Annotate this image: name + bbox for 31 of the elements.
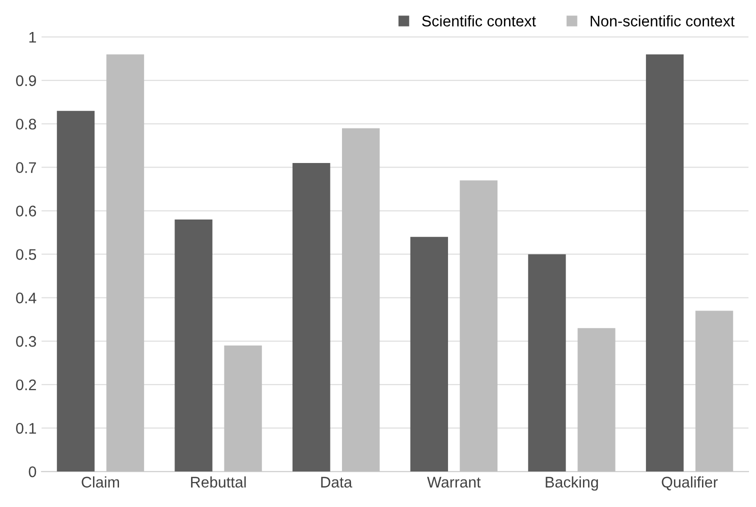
- x-tick-label: Backing: [546, 476, 598, 491]
- bar: [578, 328, 616, 472]
- bar: [342, 128, 380, 472]
- legend-label: Scientific context: [422, 15, 536, 26]
- legend-label: Non-scientific context: [590, 15, 735, 26]
- bar: [224, 345, 262, 472]
- y-tick-label: 0.2: [16, 379, 36, 390]
- bar: [106, 54, 144, 472]
- y-tick-label: 0: [28, 466, 36, 478]
- bar: [646, 54, 684, 472]
- y-tick-label: 1: [29, 32, 36, 42]
- x-tick-label: Claim: [82, 476, 119, 488]
- bar: [460, 180, 498, 472]
- bar: [528, 254, 566, 472]
- y-tick-label: 0.8: [16, 118, 36, 130]
- bar: [292, 162, 330, 472]
- bar: [410, 236, 448, 472]
- bar: [695, 310, 734, 472]
- y-tick-label: 0.7: [16, 162, 36, 173]
- y-tick-label: 0.4: [16, 292, 36, 304]
- bar: [174, 219, 212, 472]
- bar: [56, 110, 95, 472]
- y-tick-label: 0.5: [16, 249, 36, 260]
- y-tick-label: 0.9: [16, 75, 36, 86]
- y-tick-label: 0.1: [16, 422, 36, 434]
- x-tick-label: Rebuttal: [191, 476, 246, 488]
- y-tick-label: 0.6: [16, 206, 36, 216]
- x-tick-label: Warrant: [427, 476, 481, 488]
- x-tick-label: Qualifier: [662, 476, 718, 490]
- y-tick-label: 0.3: [16, 336, 36, 347]
- x-tick-label: Data: [321, 476, 352, 488]
